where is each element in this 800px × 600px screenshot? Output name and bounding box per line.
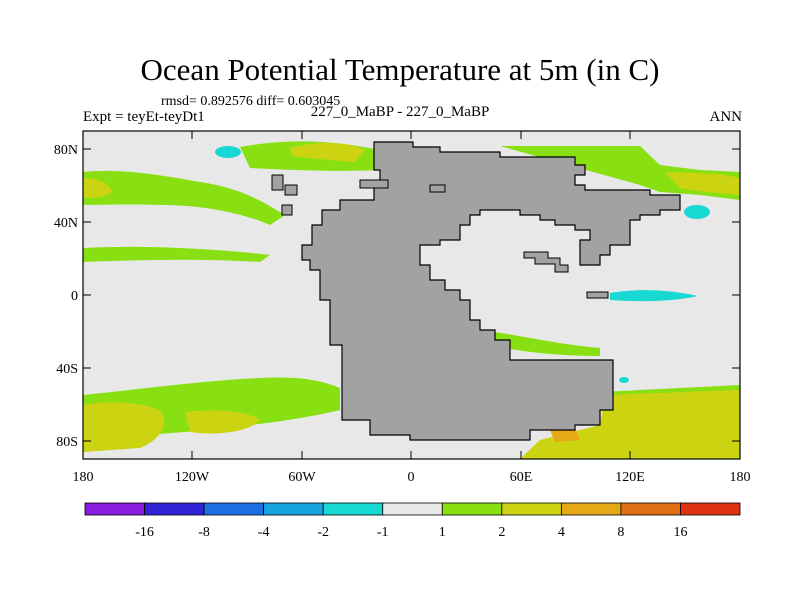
colorbar-swatch <box>620 502 681 516</box>
colorbar-swatch <box>680 502 741 516</box>
colorbar-label: 8 <box>617 525 624 540</box>
colorbar-label: 2 <box>498 525 505 540</box>
x-axis-ticks <box>82 131 741 459</box>
map-title: Ocean Potential Temperature at 5m (in C) <box>140 52 660 87</box>
x-tick-label: 0 <box>408 470 415 485</box>
colorbar-label: 16 <box>673 525 687 540</box>
season-label: ANN <box>709 109 743 125</box>
x-tick-label: 180 <box>730 470 751 485</box>
north-pacific-green-band <box>83 170 285 225</box>
colorbar-swatch <box>501 502 562 516</box>
stats-line: rmsd= 0.892576 diff= 0.603045 <box>161 94 341 109</box>
southern-yellow-patch-mid <box>185 410 260 434</box>
colorbar-swatch <box>441 502 503 516</box>
y-axis-ticks <box>83 148 740 442</box>
land-mass-main <box>301 141 681 441</box>
cyan-anomaly-south <box>619 377 629 383</box>
colorbar-swatch <box>144 502 205 516</box>
southern-orange-patch <box>550 428 580 442</box>
north-pacific-yellow-patch <box>83 178 112 198</box>
colorbar-swatch <box>203 502 265 516</box>
colorbar-swatch <box>382 502 443 516</box>
land-island-c <box>281 204 293 216</box>
colorbar-label: 4 <box>558 525 565 540</box>
x-axis-labels: 180 120W 60W 0 60E 120E 180 <box>73 470 751 485</box>
colorbar-swatch <box>84 502 145 516</box>
land-island-d <box>359 179 389 189</box>
land-island-f <box>523 251 569 273</box>
y-tick-label: 80N <box>54 143 78 158</box>
colorbar-label: 1 <box>439 525 446 540</box>
land-island-e <box>429 184 446 193</box>
land-island-a <box>271 174 284 191</box>
colorbar: -16 -8 -4 -2 -1 1 2 4 8 16 <box>84 502 741 540</box>
colorbar-label: -4 <box>258 525 270 540</box>
x-tick-label: 60W <box>288 470 316 485</box>
x-tick-label: 120W <box>175 470 210 485</box>
colorbar-label: -8 <box>198 525 210 540</box>
cyan-anomaly-northeast <box>684 205 710 219</box>
x-tick-label: 120E <box>615 470 645 485</box>
y-tick-label: 0 <box>71 289 78 304</box>
colorbar-label: -1 <box>377 525 389 540</box>
colorbar-swatch <box>322 502 384 516</box>
case-label: 227_0_MaBP - 227_0_MaBP <box>310 104 490 120</box>
colorbar-label: -16 <box>135 525 154 540</box>
cyan-anomaly-north <box>215 146 241 158</box>
colorbar-label: -2 <box>317 525 329 540</box>
equatorial-green-band <box>480 330 600 356</box>
land-island-b <box>284 184 298 196</box>
y-tick-label: 80S <box>56 435 78 450</box>
arctic-yellow-patch <box>290 142 365 162</box>
land-island-g <box>586 291 609 299</box>
y-tick-label: 40N <box>54 216 78 231</box>
x-tick-label: 180 <box>73 470 94 485</box>
colorbar-swatch <box>560 502 622 516</box>
y-axis-labels: 80N 40N 0 40S 80S <box>54 143 78 450</box>
mid-latitude-green-band <box>83 246 270 262</box>
x-tick-label: 60E <box>510 470 533 485</box>
colorbar-swatch <box>263 502 324 516</box>
northeast-yellow-patch <box>665 172 740 195</box>
southern-yellow-patch-west <box>83 402 164 452</box>
southern-yellow-patch-east <box>520 390 740 459</box>
cyan-anomaly-equatorial <box>610 290 698 302</box>
y-tick-label: 40S <box>56 362 78 377</box>
map-plot-area <box>82 130 741 460</box>
experiment-label: Expt = teyEt-teyDt1 <box>83 109 205 125</box>
